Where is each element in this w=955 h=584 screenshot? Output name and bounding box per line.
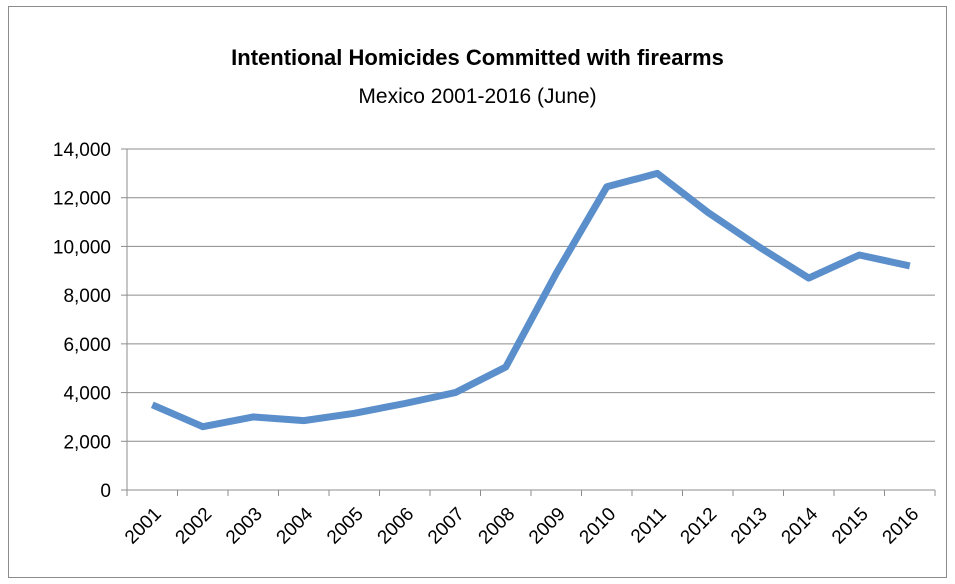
y-tick-label: 2,000 [63, 432, 111, 453]
x-tick-label: 2006 [374, 504, 419, 549]
y-tick-label: 4,000 [63, 384, 111, 405]
x-tick-label: 2010 [576, 504, 621, 549]
y-tick-label: 8,000 [63, 286, 111, 307]
y-tick-label: 6,000 [63, 335, 111, 356]
x-tick-label: 2002 [172, 504, 217, 549]
chart-frame [8, 6, 947, 578]
x-tick-label: 2001 [121, 504, 166, 549]
x-tick-label: 2011 [627, 504, 671, 548]
x-tick-label: 2005 [323, 504, 368, 549]
x-tick-label: 2003 [222, 504, 267, 549]
x-tick-label: 2014 [778, 503, 823, 548]
x-tick-label: 2013 [727, 504, 772, 549]
y-tick-label: 0 [100, 481, 111, 502]
series-line [150, 169, 911, 431]
y-tick-label: 10,000 [53, 237, 111, 258]
x-tick-label: 2004 [273, 503, 318, 548]
chart-subtitle: Mexico 2001-2016 (June) [358, 85, 597, 108]
x-tick-label: 2015 [828, 504, 873, 549]
chart-title: Intentional Homicides Committed with fir… [231, 45, 724, 70]
x-tick-label: 2016 [879, 504, 924, 549]
x-tick-label: 2007 [424, 504, 469, 549]
x-tick-label: 2009 [525, 504, 570, 549]
y-tick-label: 12,000 [53, 189, 111, 210]
x-tick-label: 2008 [475, 504, 520, 549]
y-tick-label: 14,000 [53, 140, 111, 161]
x-tick-label: 2012 [677, 504, 722, 549]
